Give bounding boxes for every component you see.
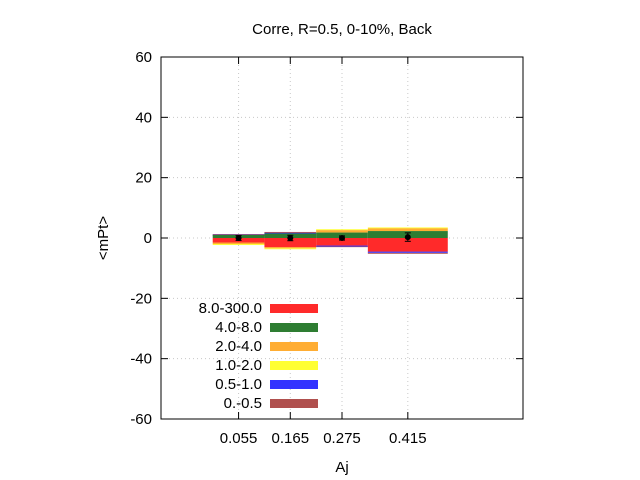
legend-label: 2.0-4.0 — [215, 338, 262, 355]
bar — [212, 242, 265, 245]
bar — [316, 230, 368, 233]
bar — [264, 247, 317, 249]
bar — [367, 227, 448, 229]
y-tick-label: -40 — [130, 351, 152, 368]
legend-swatch — [270, 399, 318, 408]
bar — [212, 234, 265, 236]
legend-label: 1.0-2.0 — [215, 357, 262, 374]
legend-swatch — [270, 304, 318, 313]
y-tick-label: 60 — [135, 49, 152, 66]
bar — [212, 244, 265, 246]
y-tick-label: -60 — [130, 411, 152, 428]
data-points — [235, 232, 411, 242]
y-tick-label: 20 — [135, 170, 152, 187]
legend-label: 4.0-8.0 — [215, 319, 262, 336]
y-axis-label: <mPt> — [95, 216, 112, 260]
x-tick-label: 0.165 — [272, 430, 310, 447]
legend-swatch — [270, 380, 318, 389]
x-tick-label: 0.055 — [220, 430, 258, 447]
legend-swatch — [270, 323, 318, 332]
data-point — [287, 235, 294, 241]
bar — [367, 228, 448, 232]
data-point — [404, 234, 411, 241]
bar — [316, 246, 368, 248]
bar — [316, 245, 368, 247]
bar — [264, 232, 317, 234]
legend: 8.0-300.0 4.0-8.0 2.0-4.0 1.0-2.0 0.5-1.0 0.-… — [199, 300, 318, 412]
ticks: -60 -40 -20 0 20 40 60 0.055 0.165 0.275 0.415 — [130, 49, 523, 447]
x-axis-label: Aj — [335, 459, 348, 476]
legend-label: 0.5-1.0 — [215, 376, 262, 393]
bar — [316, 238, 368, 246]
bar — [264, 248, 317, 250]
chart-title: Corre, R=0.5, 0-10%, Back — [252, 21, 432, 38]
legend-swatch — [270, 342, 318, 351]
data-point — [235, 235, 242, 241]
legend-label: 0.-0.5 — [224, 395, 262, 412]
bar — [367, 238, 448, 252]
x-tick-label: 0.275 — [323, 430, 361, 447]
legend-swatch — [270, 361, 318, 370]
bar — [264, 231, 317, 233]
y-tick-label: 40 — [135, 109, 152, 126]
bar — [367, 251, 448, 253]
legend-label: 8.0-300.0 — [199, 300, 262, 317]
x-tick-label: 0.415 — [389, 430, 427, 447]
data-point — [339, 235, 345, 241]
y-tick-label: 0 — [144, 230, 152, 247]
bar — [316, 229, 368, 231]
bar — [264, 238, 317, 248]
y-tick-label: -20 — [130, 290, 152, 307]
bar — [367, 252, 448, 254]
bars — [212, 227, 448, 254]
